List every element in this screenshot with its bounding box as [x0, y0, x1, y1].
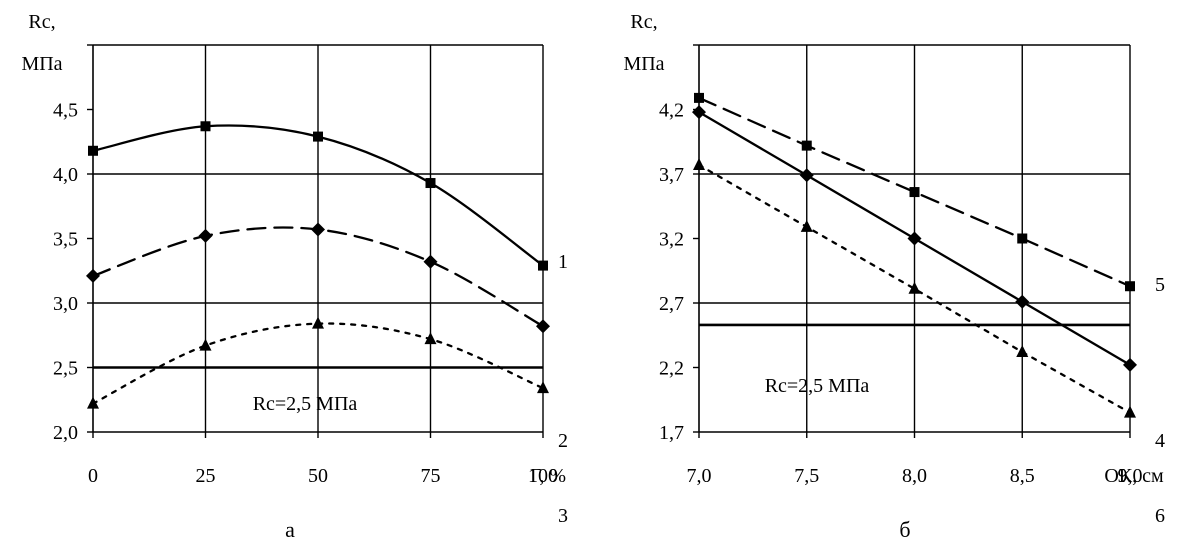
- series-2-point: [86, 268, 100, 283]
- reference-line-label: Rc=2,5 МПа: [253, 393, 358, 415]
- x-axis-label: Г, %: [530, 465, 566, 487]
- series-3-point: [424, 332, 437, 345]
- y-tick-label: 3,5: [53, 229, 78, 251]
- series-4-point: [1015, 294, 1030, 309]
- panel-label: б: [899, 517, 910, 542]
- series-label: 4: [1155, 430, 1165, 452]
- series-6-point: [1016, 345, 1029, 358]
- series-2-point: [311, 222, 325, 237]
- series-1-point: [200, 121, 211, 132]
- series-4-point: [907, 231, 922, 246]
- y-tick-label: 1,7: [659, 422, 684, 444]
- y-tick-label: 2,5: [53, 358, 78, 380]
- series-4-point: [692, 105, 706, 120]
- x-tick-label: 50: [308, 465, 328, 487]
- series-label: 1: [558, 251, 568, 273]
- panel-label: а: [285, 517, 295, 542]
- x-tick-label: 7,0: [687, 465, 712, 487]
- series-3-point: [537, 381, 549, 394]
- x-tick-label: 75: [421, 465, 441, 487]
- series-6-point: [1124, 405, 1136, 418]
- reference-line-label: Rc=2,5 МПа: [765, 375, 870, 397]
- y-tick-label: 4,2: [659, 100, 684, 122]
- series-6-point: [908, 281, 921, 294]
- x-tick-label: 25: [196, 465, 216, 487]
- chart-panel-b: 1,7 2,2 2,7 3,2 3,7 4,2 7,0 7,5 8,0 8,5 9,0 Rc, МПа О…: [623, 11, 1165, 542]
- series-5-point: [694, 92, 704, 103]
- y-tick-label: 2,0: [53, 422, 78, 444]
- y-tick-label: 3,0: [53, 293, 78, 315]
- series-label: 2: [558, 430, 568, 452]
- series-5-point: [1125, 281, 1135, 292]
- x-axis-label: ОК, см: [1104, 465, 1164, 487]
- series-1-point: [425, 178, 436, 189]
- series-4-point: [1123, 357, 1137, 372]
- series-3-point: [199, 338, 212, 351]
- y-axis-unit: МПа: [21, 53, 62, 75]
- series-1-point: [313, 131, 323, 142]
- series-label: 6: [1155, 505, 1165, 527]
- x-tick-label: 8,0: [902, 465, 927, 487]
- series-1-point: [538, 260, 548, 271]
- y-tick-label: 4,0: [53, 164, 78, 186]
- series-2-point: [198, 228, 213, 243]
- x-tick-label: 100: [528, 465, 558, 487]
- chart-panel-a: 2,0 2,5 3,0 3,5 4,0 4,5 0 25 50 75 100 Rc, МПа Г, % а 1…: [21, 11, 568, 542]
- series-5-point: [801, 140, 812, 151]
- series-3-point: [87, 396, 99, 409]
- series-4-point: [799, 168, 814, 183]
- x-tick-label: 0: [88, 465, 98, 487]
- x-tick-label: 9,0: [1118, 465, 1143, 487]
- series-line-5: [697, 96, 1132, 288]
- series-6-point: [800, 219, 813, 232]
- x-tick-label: 8,5: [1010, 465, 1035, 487]
- x-tick-label: 7,5: [794, 465, 819, 487]
- series-2-point: [536, 319, 550, 334]
- y-axis-label: Rc,: [28, 11, 55, 33]
- series-label: 3: [558, 505, 568, 527]
- y-axis-unit: МПа: [623, 53, 664, 75]
- series-3-point: [312, 316, 324, 329]
- y-axis-label: Rc,: [630, 11, 657, 33]
- y-tick-label: 3,2: [659, 229, 684, 251]
- y-tick-label: 3,7: [659, 164, 684, 186]
- series-5-point: [909, 187, 920, 198]
- y-tick-label: 2,7: [659, 293, 684, 315]
- series-label: 5: [1155, 274, 1165, 296]
- series-6-point: [693, 157, 705, 170]
- series-2-point: [423, 254, 438, 269]
- series-1-point: [88, 145, 98, 156]
- y-tick-label: 2,2: [659, 358, 684, 380]
- y-tick-label: 4,5: [53, 100, 78, 122]
- series-5-point: [1017, 233, 1028, 244]
